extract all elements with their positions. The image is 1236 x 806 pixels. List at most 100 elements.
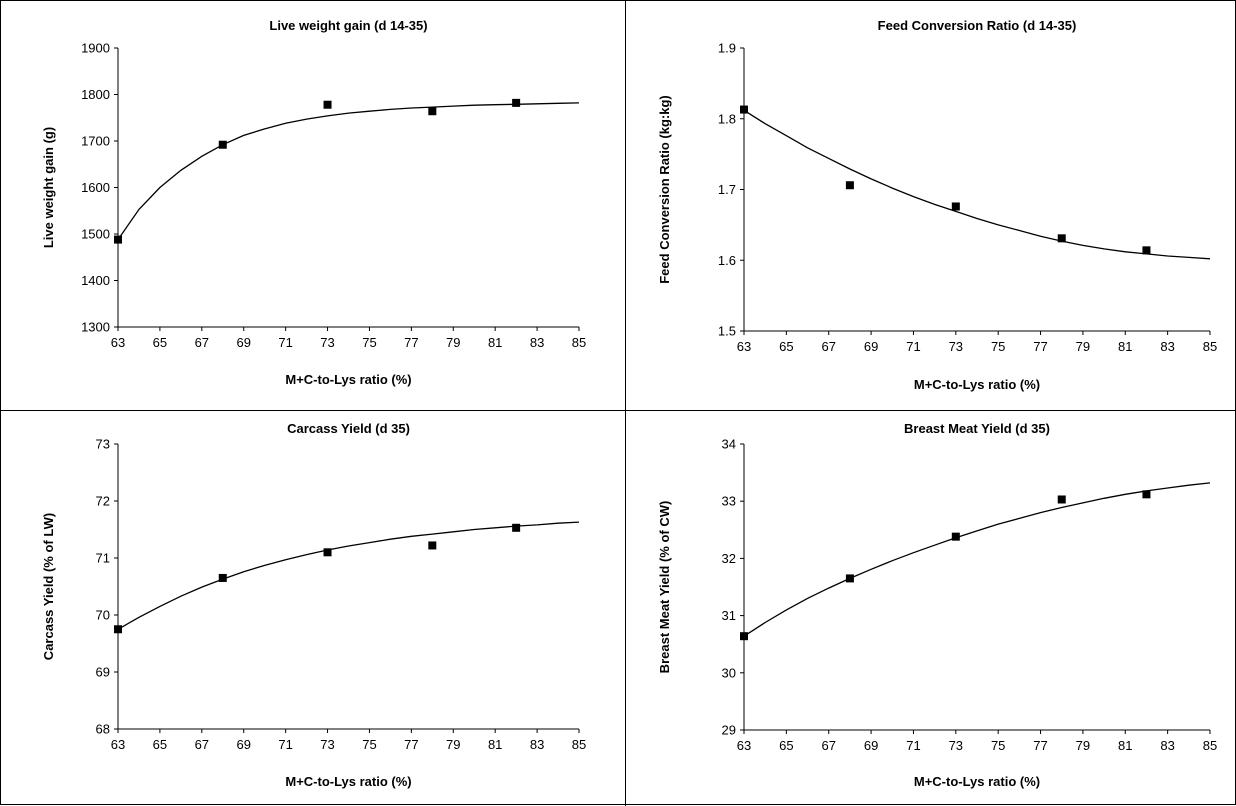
- data-point: [740, 632, 748, 641]
- data-point: [114, 625, 122, 634]
- chart-breast-meat-yield: Breast Meat Yield (d 35) 29 30 31 32 33 34 63 65…: [626, 411, 1236, 806]
- y-tick-label-1400: 1400: [81, 273, 110, 288]
- data-point: [114, 235, 122, 244]
- y-tick-label-1800: 1800: [81, 87, 110, 102]
- x-tick-label-73: 73: [949, 738, 963, 753]
- y-tick-label-31: 31: [722, 608, 736, 623]
- x-tick-label-67: 67: [821, 339, 835, 354]
- x-tick-label-83: 83: [1160, 738, 1174, 753]
- y-tick-label-1-8: 1.8: [718, 111, 736, 126]
- x-tick-label-71: 71: [278, 737, 292, 752]
- x-tick-label-77: 77: [1033, 738, 1047, 753]
- y-tick-label-73: 73: [96, 437, 110, 452]
- y-axis-label: Carcass Yield (% of LW): [41, 513, 56, 660]
- data-point: [218, 140, 227, 149]
- y-tick-label-30: 30: [722, 665, 736, 680]
- x-tick-label-81: 81: [1118, 738, 1132, 753]
- x-tick-label-65: 65: [153, 737, 167, 752]
- x-tick-label-71: 71: [906, 339, 920, 354]
- x-tick-label-79: 79: [446, 737, 460, 752]
- x-tick-label-85: 85: [572, 737, 586, 752]
- chart-title: Breast Meat Yield (d 35): [904, 421, 1050, 436]
- data-point: [512, 98, 521, 107]
- data-point: [1057, 234, 1066, 243]
- data-point: [951, 202, 960, 211]
- x-tick-label-67: 67: [821, 738, 835, 753]
- y-tick-label-1600: 1600: [81, 180, 110, 195]
- x-tick-label-85: 85: [1203, 738, 1217, 753]
- x-tick-label-69: 69: [864, 339, 878, 354]
- x-axis-label: M+C-to-Lys ratio (%): [285, 774, 411, 789]
- data-point: [428, 107, 437, 116]
- x-tick-label-75: 75: [991, 738, 1005, 753]
- x-tick-label-67: 67: [195, 335, 209, 350]
- y-tick-label-1-7: 1.7: [718, 182, 736, 197]
- x-tick-label-69: 69: [236, 335, 250, 350]
- x-tick-label-85: 85: [572, 335, 586, 350]
- x-tick-label-63: 63: [111, 737, 125, 752]
- y-tick-label-1900: 1900: [81, 41, 110, 56]
- fitted-curve: [743, 482, 1211, 637]
- data-point: [428, 541, 437, 550]
- y-tick-label-70: 70: [96, 608, 110, 623]
- chart-carcass-yield: Carcass Yield (d 35) 68 69 70 71 72 73 63 65 67 69…: [1, 411, 625, 806]
- fitted-curve: [117, 521, 580, 630]
- y-tick-label-1-9: 1.9: [718, 41, 736, 56]
- data-point: [323, 548, 332, 557]
- x-tick-label-83: 83: [530, 737, 544, 752]
- x-tick-label-75: 75: [991, 339, 1005, 354]
- x-axis-label: M+C-to-Lys ratio (%): [914, 377, 1040, 392]
- x-tick-label-71: 71: [906, 738, 920, 753]
- y-tick-label-1-5: 1.5: [718, 324, 736, 339]
- data-point: [323, 100, 332, 109]
- chart-svg: Carcass Yield (d 35) 68 69 70 71 72 73 63 65 67 69…: [41, 421, 586, 789]
- x-tick-label-79: 79: [1076, 339, 1090, 354]
- x-tick-label-73: 73: [949, 339, 963, 354]
- x-tick-label-65: 65: [779, 339, 793, 354]
- horizontal-divider: [1, 410, 1236, 411]
- y-tick-label-72: 72: [96, 494, 110, 509]
- x-tick-label-63: 63: [111, 335, 125, 350]
- data-point: [1057, 495, 1066, 504]
- x-tick-label-77: 77: [404, 737, 418, 752]
- chart-title: Carcass Yield (d 35): [287, 421, 410, 436]
- x-tick-label-73: 73: [320, 737, 334, 752]
- x-tick-label-69: 69: [864, 738, 878, 753]
- chart-feed-conversion-ratio: Feed Conversion Ratio (d 14-35) 1.5 1.6 1.7…: [626, 1, 1236, 410]
- y-tick-label-33: 33: [722, 494, 736, 509]
- y-axis-label: Live weight gain (g): [41, 127, 56, 248]
- data-point: [1142, 246, 1151, 255]
- y-axis-label: Feed Conversion Ratio (kg:kg): [657, 95, 672, 284]
- x-tick-label-65: 65: [153, 335, 167, 350]
- x-tick-label-85: 85: [1203, 339, 1217, 354]
- data-point: [740, 105, 748, 114]
- y-tick-label-71: 71: [96, 551, 110, 566]
- data-point: [845, 181, 854, 190]
- x-tick-label-79: 79: [446, 335, 460, 350]
- y-tick-label-1-6: 1.6: [718, 253, 736, 268]
- x-tick-label-83: 83: [1160, 339, 1174, 354]
- y-tick-label-34: 34: [722, 437, 736, 452]
- x-tick-label-63: 63: [737, 339, 751, 354]
- x-tick-label-67: 67: [195, 737, 209, 752]
- chart-svg: Feed Conversion Ratio (d 14-35) 1.5 1.6 1.7…: [657, 18, 1217, 392]
- x-tick-label-69: 69: [236, 737, 250, 752]
- y-tick-label-1700: 1700: [81, 134, 110, 149]
- x-tick-label-83: 83: [530, 335, 544, 350]
- data-point: [218, 573, 227, 582]
- x-tick-label-71: 71: [278, 335, 292, 350]
- data-point: [512, 523, 521, 532]
- y-tick-label-69: 69: [96, 665, 110, 680]
- y-tick-label-32: 32: [722, 551, 736, 566]
- x-tick-label-77: 77: [1033, 339, 1047, 354]
- x-axis-label: M+C-to-Lys ratio (%): [285, 372, 411, 387]
- x-tick-label-73: 73: [320, 335, 334, 350]
- x-tick-label-81: 81: [488, 737, 502, 752]
- data-point: [845, 574, 854, 583]
- chart-svg: Live weight gain (d 14-35) 1300 1400 1500 16…: [41, 18, 586, 387]
- chart-live-weight-gain: Live weight gain (d 14-35) 1300 1400 1500 16…: [1, 1, 625, 410]
- x-tick-label-65: 65: [779, 738, 793, 753]
- x-tick-label-77: 77: [404, 335, 418, 350]
- y-axis-label: Breast Meat Yield (% of CW): [657, 501, 672, 674]
